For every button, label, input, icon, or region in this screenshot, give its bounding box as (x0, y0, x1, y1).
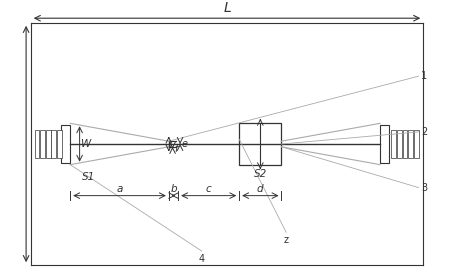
Text: S1: S1 (82, 172, 96, 182)
Text: f: f (174, 144, 178, 154)
Bar (380, 125, 390, 163)
Text: L: L (223, 1, 231, 15)
Bar (408, 130, 413, 158)
Bar (40, 130, 45, 158)
Bar (239, 123, 281, 165)
Text: 4: 4 (198, 254, 205, 264)
Bar (403, 130, 407, 158)
Text: a: a (116, 184, 123, 194)
Bar (61, 125, 70, 163)
Bar (57, 130, 62, 158)
Text: c: c (206, 184, 212, 194)
Bar (414, 130, 419, 158)
Text: e: e (182, 139, 188, 149)
Text: 3: 3 (421, 182, 428, 193)
Text: z: z (284, 235, 289, 245)
Text: S2: S2 (254, 169, 267, 179)
Text: W: W (81, 139, 92, 149)
Text: b: b (170, 184, 177, 194)
Bar (35, 130, 39, 158)
Bar (391, 130, 396, 158)
Bar (397, 130, 402, 158)
Bar (51, 130, 56, 158)
Bar (46, 130, 50, 158)
Text: d: d (257, 184, 264, 194)
Text: 1: 1 (421, 71, 428, 81)
Text: 2: 2 (421, 127, 428, 137)
